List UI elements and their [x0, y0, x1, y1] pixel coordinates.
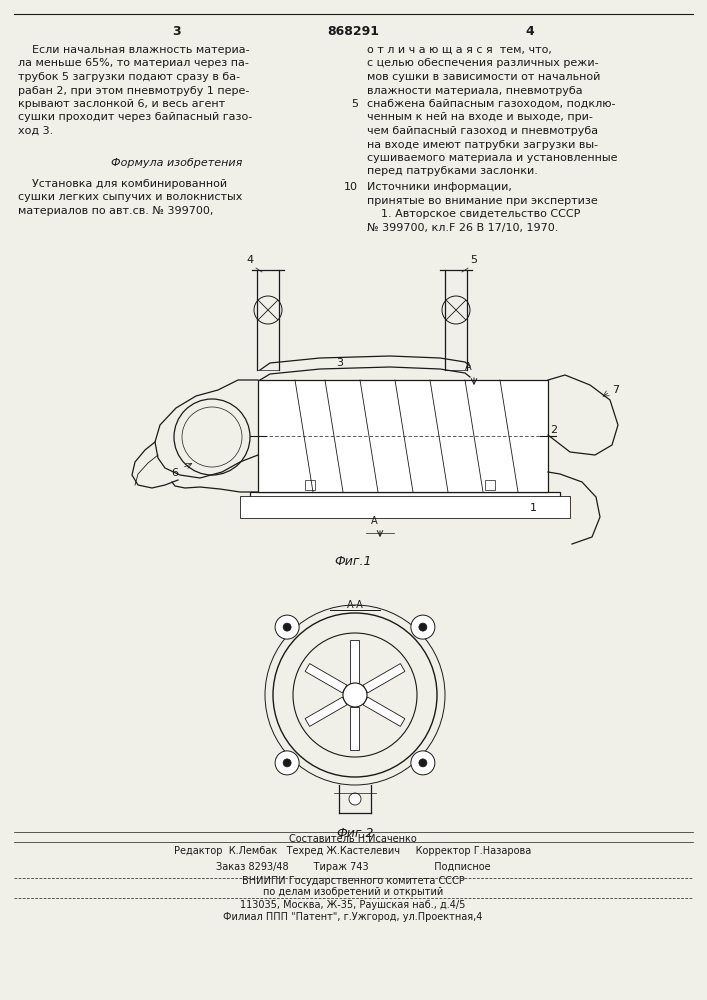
Text: ход 3.: ход 3. — [18, 126, 53, 136]
Text: ВНИИПИ Государственного комитета СССР: ВНИИПИ Государственного комитета СССР — [242, 876, 464, 886]
Text: 6: 6 — [171, 468, 178, 478]
Text: 7: 7 — [612, 385, 619, 395]
Text: ченным к ней на входе и выходе, при-: ченным к ней на входе и выходе, при- — [367, 112, 593, 122]
Text: перед патрубками заслонки.: перед патрубками заслонки. — [367, 166, 538, 176]
Text: с целью обеспечения различных режи-: с целью обеспечения различных режи- — [367, 58, 599, 68]
Text: 10: 10 — [344, 182, 358, 192]
Text: № 399700, кл.F 26 В 17/10, 1970.: № 399700, кл.F 26 В 17/10, 1970. — [367, 223, 559, 232]
Text: 2: 2 — [550, 425, 557, 435]
Bar — [485, 480, 495, 490]
Text: влажности материала, пневмотруба: влажности материала, пневмотруба — [367, 86, 583, 96]
Text: Фиг.2: Фиг.2 — [337, 827, 374, 840]
Text: 3: 3 — [337, 358, 344, 368]
Circle shape — [411, 615, 435, 639]
Text: А-А: А-А — [346, 600, 363, 610]
Text: Установка для комбинированной: Установка для комбинированной — [18, 179, 227, 189]
Text: 5: 5 — [470, 255, 477, 265]
Polygon shape — [363, 697, 405, 726]
Polygon shape — [305, 664, 347, 693]
Text: сушиваемого материала и установленные: сушиваемого материала и установленные — [367, 153, 617, 163]
Bar — [240, 496, 570, 518]
Circle shape — [283, 759, 291, 767]
Text: рабан 2, при этом пневмотрубу 1 пере-: рабан 2, при этом пневмотрубу 1 пере- — [18, 86, 250, 96]
Text: мов сушки в зависимости от начальной: мов сушки в зависимости от начальной — [367, 72, 600, 82]
Text: трубок 5 загрузки подают сразу в ба-: трубок 5 загрузки подают сразу в ба- — [18, 72, 240, 82]
Text: 868291: 868291 — [327, 25, 379, 38]
Circle shape — [343, 683, 367, 707]
Text: Если начальная влажность материа-: Если начальная влажность материа- — [18, 45, 250, 55]
Circle shape — [275, 751, 299, 775]
Text: на входе имеют патрубки загрузки вы-: на входе имеют патрубки загрузки вы- — [367, 139, 598, 149]
Polygon shape — [363, 664, 405, 693]
Text: материалов по авт.св. № 399700,: материалов по авт.св. № 399700, — [18, 206, 214, 216]
Text: снабжена байпасным газоходом, подклю-: снабжена байпасным газоходом, подклю- — [367, 99, 616, 109]
Text: Редактор  К.Лембак   Техред Ж.Кастелевич     Корректор Г.Назарова: Редактор К.Лембак Техред Ж.Кастелевич Ко… — [175, 846, 532, 856]
Circle shape — [275, 615, 299, 639]
Text: Источники информации,: Источники информации, — [367, 182, 512, 192]
Text: Филиал ППП "Патент", г.Ужгород, ул.Проектная,4: Филиал ППП "Патент", г.Ужгород, ул.Проек… — [223, 912, 483, 922]
Text: сушки проходит через байпасный газо-: сушки проходит через байпасный газо- — [18, 112, 252, 122]
Polygon shape — [351, 707, 359, 750]
Circle shape — [419, 623, 427, 631]
Bar — [250, 492, 560, 510]
Circle shape — [349, 793, 361, 805]
Text: ла меньше 65%, то материал через па-: ла меньше 65%, то материал через па- — [18, 58, 249, 68]
Text: 4: 4 — [247, 255, 254, 265]
Text: 4: 4 — [525, 25, 534, 38]
Circle shape — [419, 759, 427, 767]
Polygon shape — [351, 640, 359, 683]
Text: Заказ 8293/48        Тираж 743                     Подписное: Заказ 8293/48 Тираж 743 Подписное — [216, 862, 491, 872]
Text: 113035, Москва, Ж-35, Раушская наб., д.4/5: 113035, Москва, Ж-35, Раушская наб., д.4… — [240, 900, 466, 910]
Bar — [258, 380, 548, 492]
Circle shape — [411, 751, 435, 775]
Text: 5: 5 — [351, 99, 358, 109]
Text: по делам изобретений и открытий: по делам изобретений и открытий — [263, 887, 443, 897]
Text: о т л и ч а ю щ а я с я  тем, что,: о т л и ч а ю щ а я с я тем, что, — [367, 45, 552, 55]
Circle shape — [283, 623, 291, 631]
Text: принятые во внимание при экспертизе: принятые во внимание при экспертизе — [367, 196, 597, 206]
Polygon shape — [305, 697, 347, 726]
Text: 1: 1 — [530, 503, 537, 513]
Text: А: А — [465, 362, 472, 372]
Text: А: А — [370, 516, 378, 526]
Text: 1. Авторское свидетельство СССР: 1. Авторское свидетельство СССР — [367, 209, 580, 219]
Text: крывают заслонкой 6, и весь агент: крывают заслонкой 6, и весь агент — [18, 99, 225, 109]
Text: 3: 3 — [173, 25, 181, 38]
Bar — [305, 480, 315, 490]
Text: чем байпасный газоход и пневмотруба: чем байпасный газоход и пневмотруба — [367, 126, 598, 136]
Text: Фиг.1: Фиг.1 — [334, 555, 372, 568]
Text: сушки легких сыпучих и волокнистых: сушки легких сыпучих и волокнистых — [18, 192, 243, 202]
Text: Формула изобретения: Формула изобретения — [111, 157, 243, 167]
Text: Составитель Н.Исаченко: Составитель Н.Исаченко — [289, 834, 417, 844]
